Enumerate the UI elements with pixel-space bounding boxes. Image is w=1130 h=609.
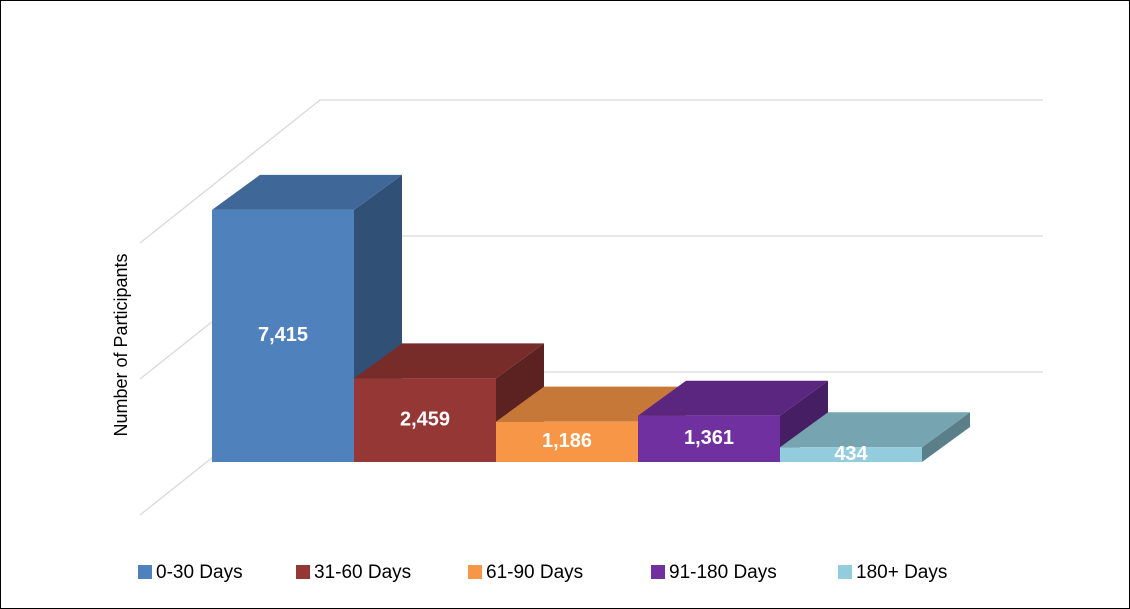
bar [638, 415, 780, 462]
data-label: 434 [834, 443, 868, 465]
legend-label: 31-60 Days [314, 562, 411, 583]
legend-label: 91-180 Days [669, 562, 777, 583]
bar-top [780, 412, 970, 448]
bar-top [496, 386, 686, 422]
bar [354, 378, 496, 462]
bar [496, 421, 638, 462]
legend-swatch [468, 565, 482, 579]
legend-swatch [651, 565, 665, 579]
legend-swatch [138, 565, 152, 579]
legend-label: 0-30 Days [156, 562, 243, 583]
data-label: 1,361 [684, 427, 734, 449]
legend-label: 61-90 Days [486, 562, 583, 583]
data-label: 2,459 [400, 408, 450, 430]
grid-line [139, 99, 1043, 244]
bar-top [354, 343, 544, 379]
bar-side [922, 412, 970, 462]
legend-label: 180+ Days [856, 562, 947, 583]
bar-top [638, 380, 828, 416]
legend-swatch [296, 565, 310, 579]
bar [212, 209, 354, 462]
y-axis-label: Number of Participants [111, 253, 131, 436]
bar-top [212, 174, 402, 210]
bar [780, 447, 922, 462]
data-label: 1,186 [542, 430, 592, 452]
data-label: 7,415 [258, 324, 308, 346]
legend-swatch [838, 565, 852, 579]
